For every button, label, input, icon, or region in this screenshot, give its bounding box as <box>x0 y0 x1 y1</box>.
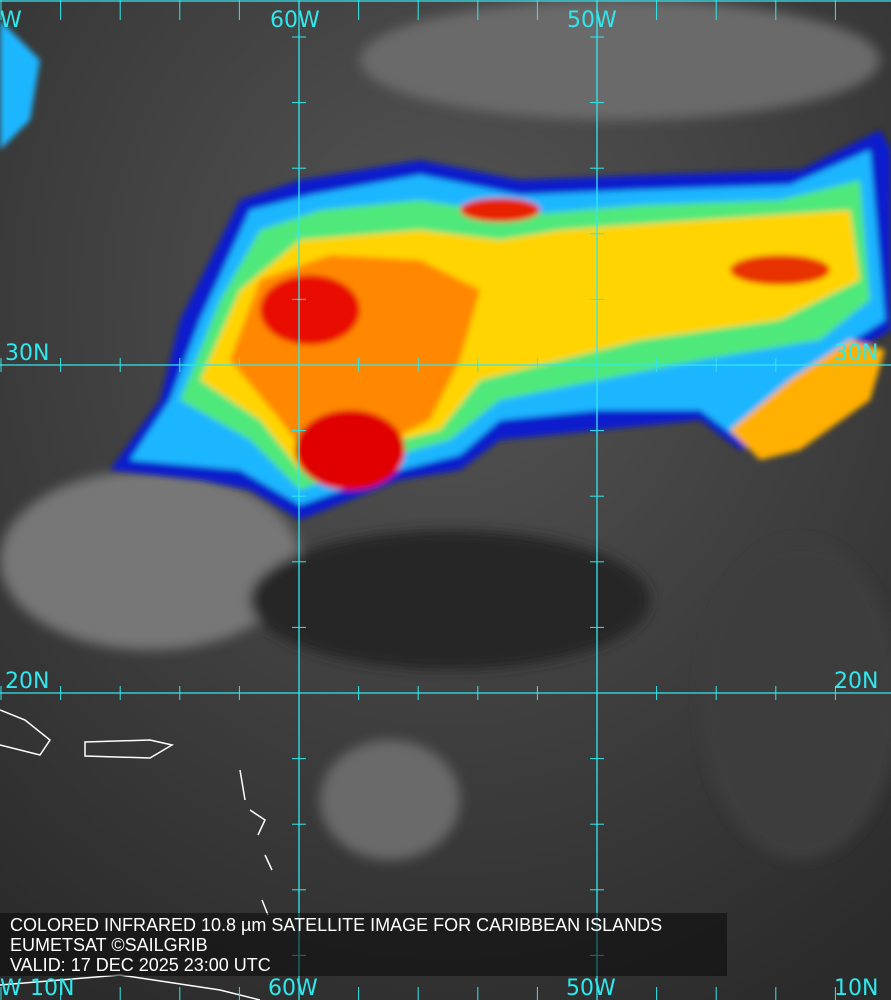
coastlines <box>0 709 273 1000</box>
longitude-label-top-60w: 60W <box>270 8 320 33</box>
latitude-label-right-10n: 10N <box>834 976 879 1000</box>
latitude-label-right-20n: 20N <box>834 669 879 694</box>
latitude-label-left-20n: 20N <box>5 669 50 694</box>
longitude-label-bottom-60w: 60W <box>268 976 318 1000</box>
caption-valid-time: VALID: 17 DEC 2025 23:00 UTC <box>10 955 271 975</box>
latitude-label-left-10n: 10N <box>30 976 75 1000</box>
graticule-ticks <box>0 0 836 1000</box>
longitude-label-bottom-50w: 50W <box>566 976 616 1000</box>
longitude-label-top-70w: W <box>0 8 22 33</box>
longitude-label-bottom-70w: W <box>0 976 22 1000</box>
latitude-label-left-30n: 30N <box>5 341 50 366</box>
caption-title: COLORED INFRARED 10.8 µm SATELLITE IMAGE… <box>10 915 663 935</box>
latitude-label-right-30n: 30N <box>834 341 879 366</box>
caption-source: EUMETSAT ©SAILGRIB <box>10 935 208 955</box>
image-caption: COLORED INFRARED 10.8 µm SATELLITE IMAGE… <box>0 913 727 976</box>
cold-cloud-tops <box>0 20 891 520</box>
longitude-label-top-50w: 50W <box>567 8 617 33</box>
gray-clouds <box>0 0 891 860</box>
